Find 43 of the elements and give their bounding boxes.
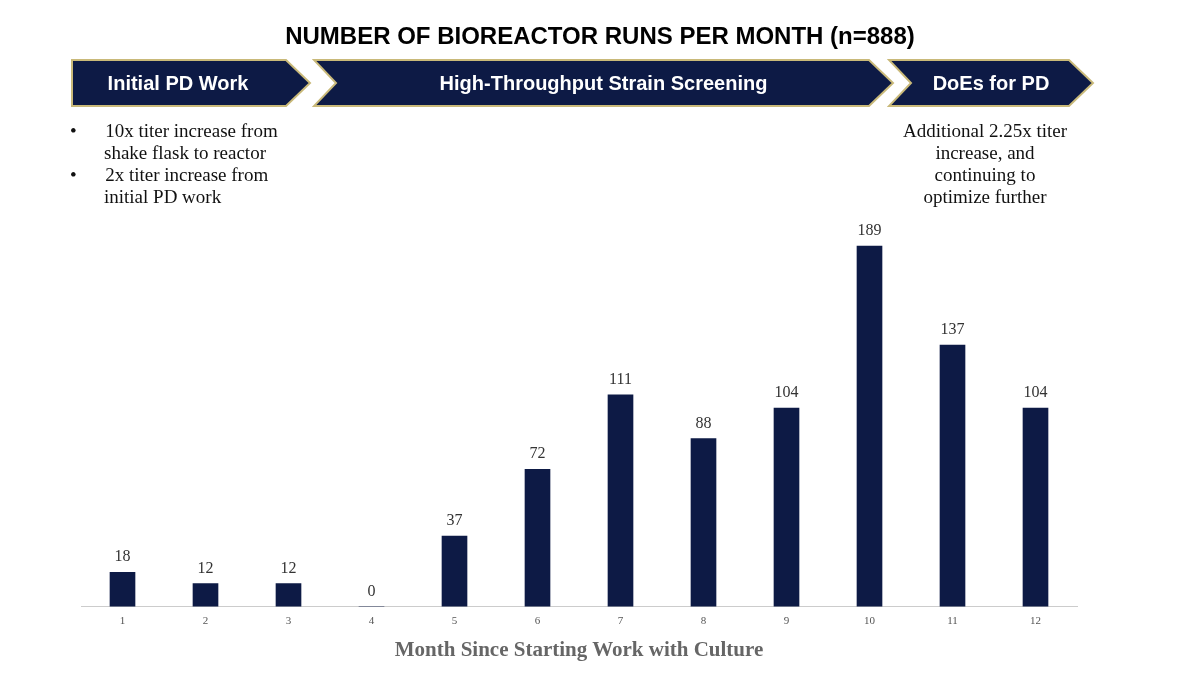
text: • 10x titer increase from shake flask to reactor	[70, 120, 279, 164]
data-label: 72	[529, 444, 546, 462]
text: • 2x titer increase from initial PD work	[70, 164, 270, 208]
data-label: 189	[857, 221, 882, 239]
data-label: 12	[197, 558, 214, 576]
x-tick-label: 7	[617, 614, 624, 627]
x-axis-title: Month Since Starting Work with Culture	[394, 636, 764, 661]
data-label: 37	[446, 511, 463, 529]
x-tick-label: 6	[534, 614, 541, 627]
x-tick-label: 11	[947, 614, 958, 627]
data-label: 0	[367, 581, 376, 599]
x-tick-label: 9	[783, 614, 790, 627]
x-tick-label: 3	[285, 614, 292, 627]
data-label: 88	[695, 413, 712, 431]
x-tick-label: 8	[700, 614, 707, 627]
data-label: 137	[940, 320, 965, 338]
bar	[192, 583, 219, 607]
text: High-Throughput Strain Screening	[438, 71, 769, 96]
chart-title: NUMBER OF BIOREACTOR RUNS PER MONTH (n=888)	[284, 22, 916, 50]
data-label: 18	[114, 547, 131, 565]
data-label: 12	[280, 558, 297, 576]
text: Additional 2.25x titer increase, and continuing to optimize further	[901, 120, 1069, 208]
x-tick-label: 4	[368, 614, 375, 627]
bar	[524, 468, 551, 607]
data-label: 111	[609, 370, 632, 388]
bar	[1022, 407, 1049, 607]
data-label: 104	[1023, 383, 1048, 401]
bar	[275, 583, 302, 607]
text: DoEs for PD	[931, 71, 1051, 96]
bar	[690, 438, 717, 607]
bar	[607, 394, 634, 607]
text: Initial PD Work	[106, 71, 250, 96]
bar	[441, 535, 468, 607]
x-tick-label: 5	[451, 614, 458, 627]
bar	[939, 344, 966, 607]
x-tick-label: 10	[864, 614, 876, 627]
x-tick-label: 2	[202, 614, 209, 627]
data-label: 104	[774, 383, 799, 401]
bar	[109, 571, 136, 607]
bar	[856, 245, 883, 607]
x-tick-label: 12	[1030, 614, 1041, 627]
x-tick-label: 1	[119, 614, 126, 627]
bar	[773, 407, 800, 607]
